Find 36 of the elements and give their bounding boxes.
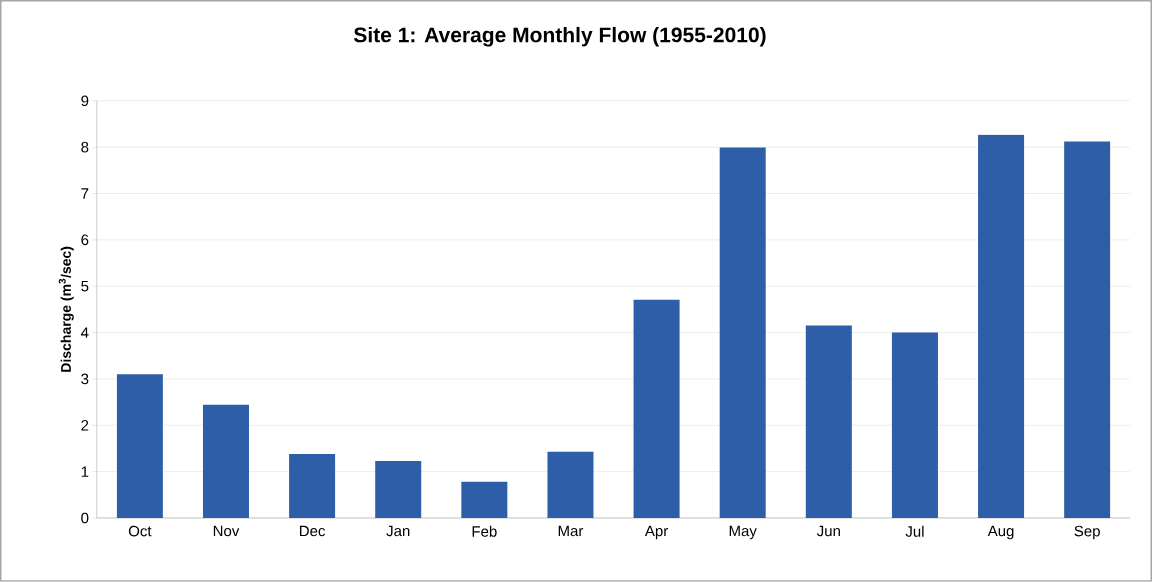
x-tick-label: Jun	[816, 525, 840, 537]
y-tick-label: 0	[81, 512, 89, 524]
bar	[805, 325, 852, 519]
x-tick-label: Nov	[213, 525, 240, 537]
x-tick-label: Feb	[472, 525, 497, 537]
y-tick-label: 6	[81, 234, 89, 246]
bar	[719, 147, 766, 519]
x-tick-label: Apr	[644, 525, 668, 540]
y-axis-title: Discharge (m$^{3}$/sec)	[58, 246, 74, 372]
x-tick-label: May	[729, 525, 757, 540]
bar	[289, 454, 336, 519]
y-tick-label: 1	[81, 466, 89, 477]
y-tick-label: 2	[81, 420, 89, 431]
y-tick-label: 4	[80, 327, 89, 338]
x-tick-label: Oct	[128, 525, 152, 537]
x-tick-label: Jul	[905, 525, 924, 537]
x-tick-label: Aug	[987, 525, 1014, 540]
y-tick-label: 7	[81, 188, 89, 199]
bar	[633, 299, 680, 519]
x-tick-label: Sep	[1074, 525, 1100, 540]
x-tick-label: Mar	[558, 525, 584, 537]
bar	[891, 332, 938, 519]
x-tick-label: Dec	[299, 525, 326, 537]
bar	[547, 451, 594, 519]
bar	[461, 481, 508, 519]
bar	[116, 374, 163, 519]
x-tick-label: Jan	[386, 525, 410, 537]
bar	[202, 404, 249, 519]
y-tick-label: 5	[81, 281, 89, 292]
bar	[375, 461, 422, 519]
chart-title: Site 1: Average Monthly Flow (1955-2010)	[353, 27, 766, 47]
bar	[978, 134, 1025, 519]
y-tick-label: 8	[81, 141, 89, 153]
y-tick-label: 9	[81, 95, 89, 107]
y-tick-label: 3	[81, 373, 89, 385]
bar	[1064, 141, 1111, 519]
